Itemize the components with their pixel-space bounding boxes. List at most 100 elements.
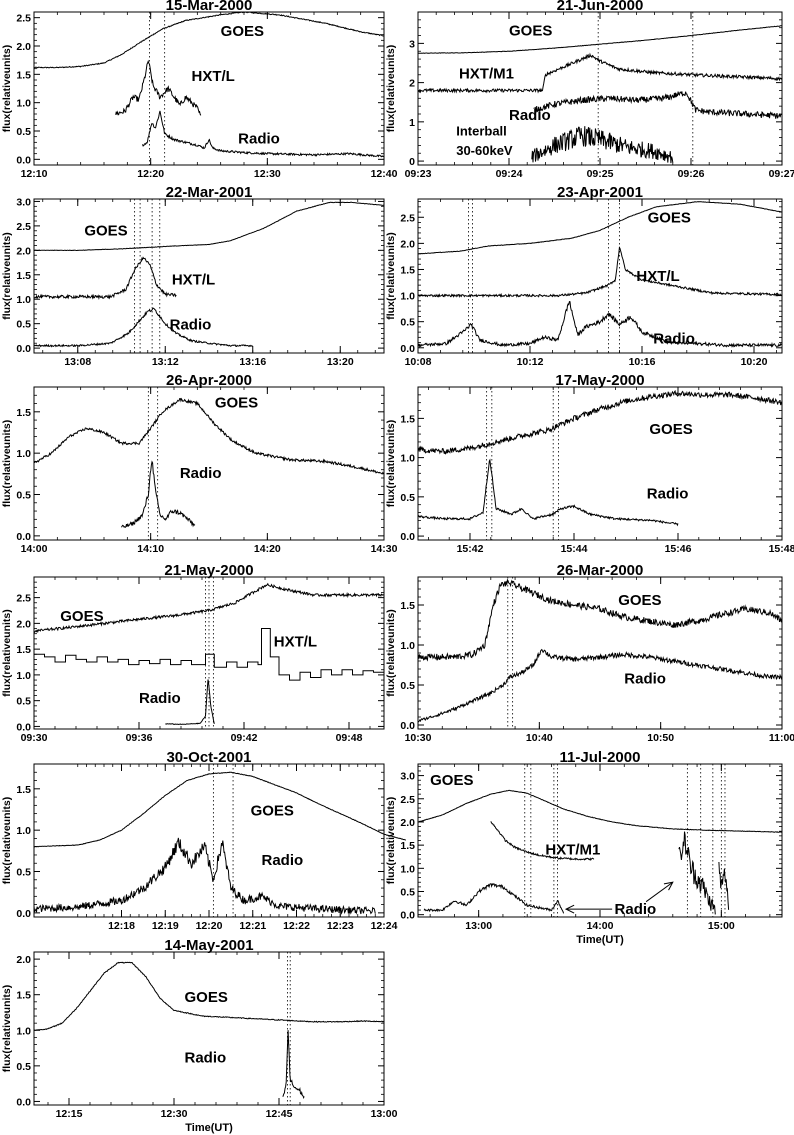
x-tick-label: 15:44 [561, 543, 588, 555]
x-tick-label: 12:19 [152, 920, 179, 932]
series-line [33, 307, 254, 348]
chart-title: 17-May-2000 [555, 372, 644, 389]
y-tick-label: 2.5 [16, 593, 31, 605]
chart-title: 23-Apr-2001 [557, 184, 643, 201]
series-line [417, 389, 783, 455]
series-annotation: GOES [618, 592, 661, 609]
y-tick-label: 0.5 [16, 126, 31, 138]
y-tick-label: 3.0 [16, 196, 31, 208]
series-line [33, 837, 376, 915]
x-tick-label: 14:30 [371, 543, 398, 555]
x-tick-label: 10:20 [741, 356, 768, 368]
series-line [417, 25, 783, 54]
series-annotation: 30-60keV [456, 143, 513, 158]
y-tick-label: 1.0 [16, 98, 31, 110]
series-annotation: GOES [649, 421, 692, 438]
x-tick-label: 10:16 [629, 356, 656, 368]
y-tick-label: 1.0 [400, 453, 415, 465]
x-tick-label: 09:42 [231, 732, 258, 744]
x-tick-label: 10:50 [647, 732, 674, 744]
series-line [282, 1030, 305, 1100]
x-tick-label: 12:20 [137, 168, 164, 180]
y-axis-label: flux(relativeunits) [385, 45, 397, 133]
x-tick-label: 15:46 [665, 543, 692, 555]
y-tick-label: 2.5 [400, 794, 415, 806]
series-line [34, 628, 384, 681]
series-annotation: GOES [509, 23, 552, 40]
series-annotation: GOES [648, 209, 691, 226]
x-tick-label: 09:30 [21, 732, 48, 744]
x-tick-label: 10:40 [526, 732, 553, 744]
series-annotation: Radio [185, 1049, 227, 1066]
series-line [33, 771, 406, 848]
y-tick-label: 0.0 [400, 910, 415, 922]
x-tick-label: 12:18 [108, 920, 135, 932]
chart-panel: 11-Jul-2000 flux(relativeunits) Time(UT) 0.… [385, 749, 783, 946]
x-tick-label: 09:27 [769, 168, 794, 180]
series-annotation: GOES [221, 23, 264, 40]
x-tick-label: 13:20 [327, 356, 354, 368]
x-tick-label: 14:00 [21, 543, 48, 555]
annotation-arrowhead [663, 881, 674, 891]
series-annotation: Radio [170, 317, 212, 334]
y-axis-label: flux(relativeunits) [1, 420, 13, 508]
x-tick-label: 15:00 [708, 920, 735, 932]
plot-frame [417, 11, 783, 166]
x-tick-label: 12:21 [239, 920, 266, 932]
x-tick-label: 12:22 [283, 920, 310, 932]
chart-panel: 14-May-2001 flux(relativeunits) Time(UT) 0.… [1, 937, 398, 1134]
series-line [417, 578, 783, 662]
y-tick-label: 1.5 [400, 264, 415, 276]
y-tick-label: 1.0 [16, 448, 31, 460]
series-annotation: Radio [139, 690, 181, 707]
series-annotation: GOES [84, 223, 127, 240]
x-axis-label: Time(UT) [185, 1122, 233, 1134]
x-tick-label: 09:25 [587, 168, 614, 180]
y-tick-label: 2.0 [16, 954, 31, 966]
y-tick-label: 1.0 [16, 825, 31, 837]
y-axis-label: flux(relativeunits) [1, 609, 13, 697]
x-tick-label: 10:30 [405, 732, 432, 744]
x-tick-label: 12:20 [196, 920, 223, 932]
y-tick-label: 1.0 [16, 294, 31, 306]
series-line [142, 110, 385, 158]
plot-frame [417, 198, 783, 354]
series-annotation: Radio [615, 901, 657, 918]
y-tick-label: 0.0 [16, 343, 31, 355]
y-tick-label: 0.5 [16, 319, 31, 331]
y-tick-label: 2.0 [400, 817, 415, 829]
chart-panel: 23-Apr-2001 flux(relativeunits) 0.0 0.5 1.0 1… [385, 184, 783, 368]
y-tick-label: 1.0 [400, 640, 415, 652]
x-tick-label: 09:26 [678, 168, 705, 180]
y-tick-label: 2.5 [400, 212, 415, 224]
chart-title: 11-Jul-2000 [560, 749, 641, 766]
series-annotation: HXT/L [192, 68, 235, 85]
y-tick-label: 0.0 [16, 1096, 31, 1108]
series-annotation: Radio [509, 107, 551, 124]
chart-title: 30-Oct-2001 [166, 749, 251, 766]
series-line [417, 246, 783, 298]
plot-frame [33, 11, 385, 166]
y-tick-label: 2.5 [16, 13, 31, 25]
series-line [165, 679, 215, 726]
y-axis-label: flux(relativeunits) [1, 985, 13, 1073]
y-axis-label: flux(relativeunits) [385, 420, 397, 508]
y-tick-label: 2.0 [16, 245, 31, 257]
chart-title: 14-May-2001 [164, 937, 253, 954]
chart-panel: 22-Mar-2001 flux(relativeunits) 0.0 0.5 1.0 1… [1, 184, 385, 368]
y-tick-label: 1.5 [16, 644, 31, 656]
chart-panel: 15-Mar-2000 flux(relativeunits) 0.0 0.5 1.0 1… [1, 0, 398, 180]
annotation-arrowhead [564, 904, 575, 914]
x-tick-label: 12:10 [21, 168, 48, 180]
chart-panel: 21-May-2000 flux(relativeunits) 0.0 0.5 1.0 1… [1, 562, 385, 744]
y-tick-label: 0.0 [16, 908, 31, 920]
y-tick-label: 3.0 [400, 771, 415, 783]
y-axis-label: flux(relativeunits) [385, 609, 397, 697]
x-axis-label: Time(UT) [576, 934, 624, 946]
y-tick-label: 1 [409, 117, 415, 129]
series-annotation: Interball [456, 124, 507, 139]
x-tick-label: 14:20 [254, 543, 281, 555]
series-line [718, 861, 730, 910]
series-line [121, 460, 196, 528]
series-annotation: Radio [262, 852, 304, 869]
